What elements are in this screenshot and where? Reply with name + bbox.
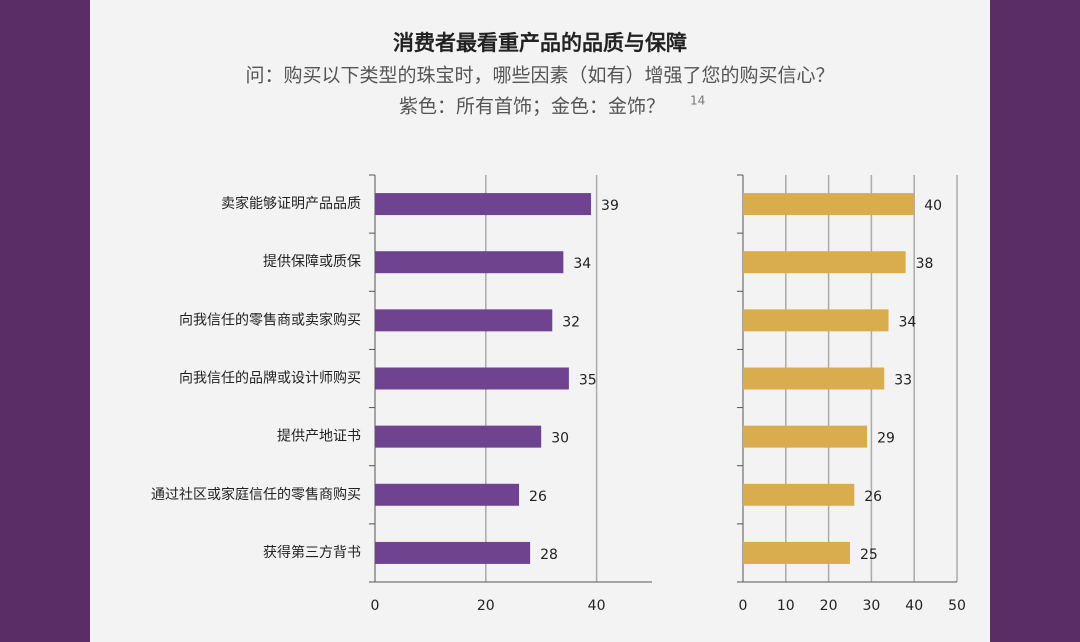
x-tick-label: 20	[820, 598, 838, 614]
x-tick-label: 30	[862, 598, 880, 614]
bar	[743, 367, 885, 390]
value-label: 29	[877, 431, 895, 447]
x-tick-label: 0	[371, 598, 380, 614]
value-label: 30	[551, 431, 569, 447]
x-tick-label: 10	[777, 598, 795, 614]
bar	[375, 367, 569, 390]
value-label: 26	[529, 489, 547, 505]
value-label: 40	[924, 198, 942, 214]
subtitle: 问：购买以下类型的珠宝时，哪些因素（如有）增强了您的购买信心？	[245, 65, 834, 87]
bar	[743, 309, 889, 332]
title: 消费者最看重产品的品质与保障	[393, 31, 687, 55]
bar	[743, 541, 850, 564]
value-label: 33	[894, 373, 912, 389]
value-label: 25	[860, 547, 878, 563]
bar	[375, 193, 592, 216]
category-label: 提供产地证书	[277, 429, 361, 445]
footnote: 14	[690, 94, 705, 108]
value-label: 38	[916, 256, 934, 272]
value-label: 34	[573, 256, 591, 272]
bar	[375, 309, 553, 332]
bar	[743, 425, 868, 448]
subtitle: 紫色：所有首饰；金色：金饰？	[399, 96, 665, 118]
bar	[743, 251, 906, 274]
bar	[743, 483, 855, 506]
x-tick-label: 40	[905, 598, 923, 614]
category-label: 通过社区或家庭信任的零售商购买	[151, 486, 361, 503]
value-label: 35	[579, 373, 597, 389]
bar	[743, 193, 915, 216]
bar	[375, 425, 542, 448]
category-label: 卖家能够证明产品品质	[221, 195, 361, 212]
category-label: 向我信任的品牌或设计师购买	[179, 370, 361, 387]
bar	[375, 483, 520, 506]
bar	[375, 541, 531, 564]
value-label: 26	[864, 489, 882, 505]
value-label: 32	[562, 314, 580, 330]
category-label: 获得第三方背书	[263, 544, 361, 561]
category-label: 提供保障或质保	[263, 254, 361, 270]
value-label: 34	[899, 314, 917, 330]
category-label: 向我信任的零售商或卖家购买	[179, 311, 361, 328]
x-tick-label: 0	[739, 598, 748, 614]
value-label: 39	[601, 198, 619, 214]
x-tick-label: 50	[948, 598, 966, 614]
x-tick-label: 20	[477, 598, 495, 614]
bar	[375, 251, 564, 274]
x-tick-label: 40	[588, 598, 606, 614]
value-label: 28	[540, 547, 558, 563]
